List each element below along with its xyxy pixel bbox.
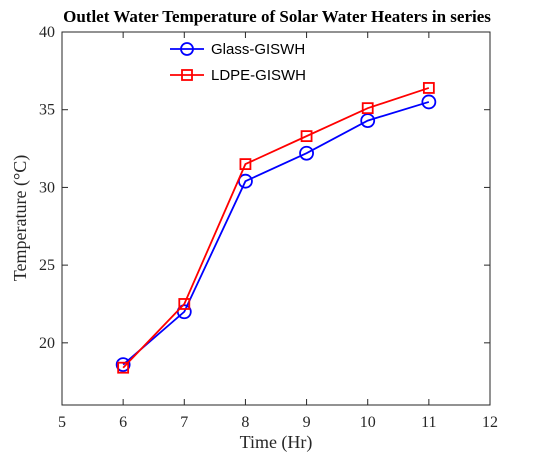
y-axis-ticks: 20 25 30 35 40 bbox=[39, 24, 490, 352]
y-tick-label: 35 bbox=[39, 102, 55, 119]
y-tick-label: 30 bbox=[39, 179, 55, 196]
data-point-glass bbox=[421, 94, 437, 110]
x-tick-label: 5 bbox=[58, 414, 66, 431]
y-axis-label: Temperature (°C) bbox=[10, 155, 31, 281]
y-tick-label: 25 bbox=[39, 257, 55, 274]
data-point-ldpe bbox=[117, 361, 130, 374]
x-tick-label: 6 bbox=[119, 414, 127, 431]
x-axis-label: Time (Hr) bbox=[240, 432, 313, 453]
data-point-glass bbox=[360, 113, 376, 128]
y-tick-label: 40 bbox=[39, 24, 55, 41]
x-axis-ticks: 5 6 7 8 9 10 11 12 bbox=[58, 32, 498, 431]
data-point-ldpe bbox=[361, 102, 374, 115]
series-line-ldpe bbox=[122, 87, 430, 369]
data-point-ldpe bbox=[239, 158, 252, 171]
legend-label-glass: Glass-GISWH bbox=[211, 41, 305, 58]
legend-marker-ldpe bbox=[181, 69, 193, 81]
data-point-ldpe bbox=[178, 298, 191, 310]
data-point-glass bbox=[299, 145, 314, 161]
series-layer bbox=[115, 82, 437, 374]
legend-marker-glass bbox=[180, 42, 194, 56]
x-tick-label: 7 bbox=[180, 414, 188, 431]
plot-frame bbox=[61, 31, 491, 406]
data-point-ldpe bbox=[422, 82, 435, 94]
x-tick-label: 10 bbox=[360, 414, 376, 431]
x-tick-label: 8 bbox=[241, 414, 249, 431]
series-line-glass bbox=[122, 101, 430, 366]
x-tick-label: 11 bbox=[421, 414, 436, 431]
x-tick-label: 12 bbox=[482, 414, 498, 431]
x-tick-label: 9 bbox=[303, 414, 311, 431]
y-tick-label: 20 bbox=[39, 335, 55, 352]
legend-item-ldpe: LDPE-GISWH bbox=[170, 67, 306, 84]
legend-item-glass: Glass-GISWH bbox=[170, 41, 305, 58]
legend-label-ldpe: LDPE-GISWH bbox=[211, 67, 306, 84]
data-point-glass bbox=[115, 357, 131, 372]
data-point-ldpe bbox=[300, 130, 313, 143]
chart-title: Outlet Water Temperature of Solar Water … bbox=[63, 7, 491, 26]
legend: Glass-GISWH LDPE-GISWH bbox=[170, 41, 306, 84]
